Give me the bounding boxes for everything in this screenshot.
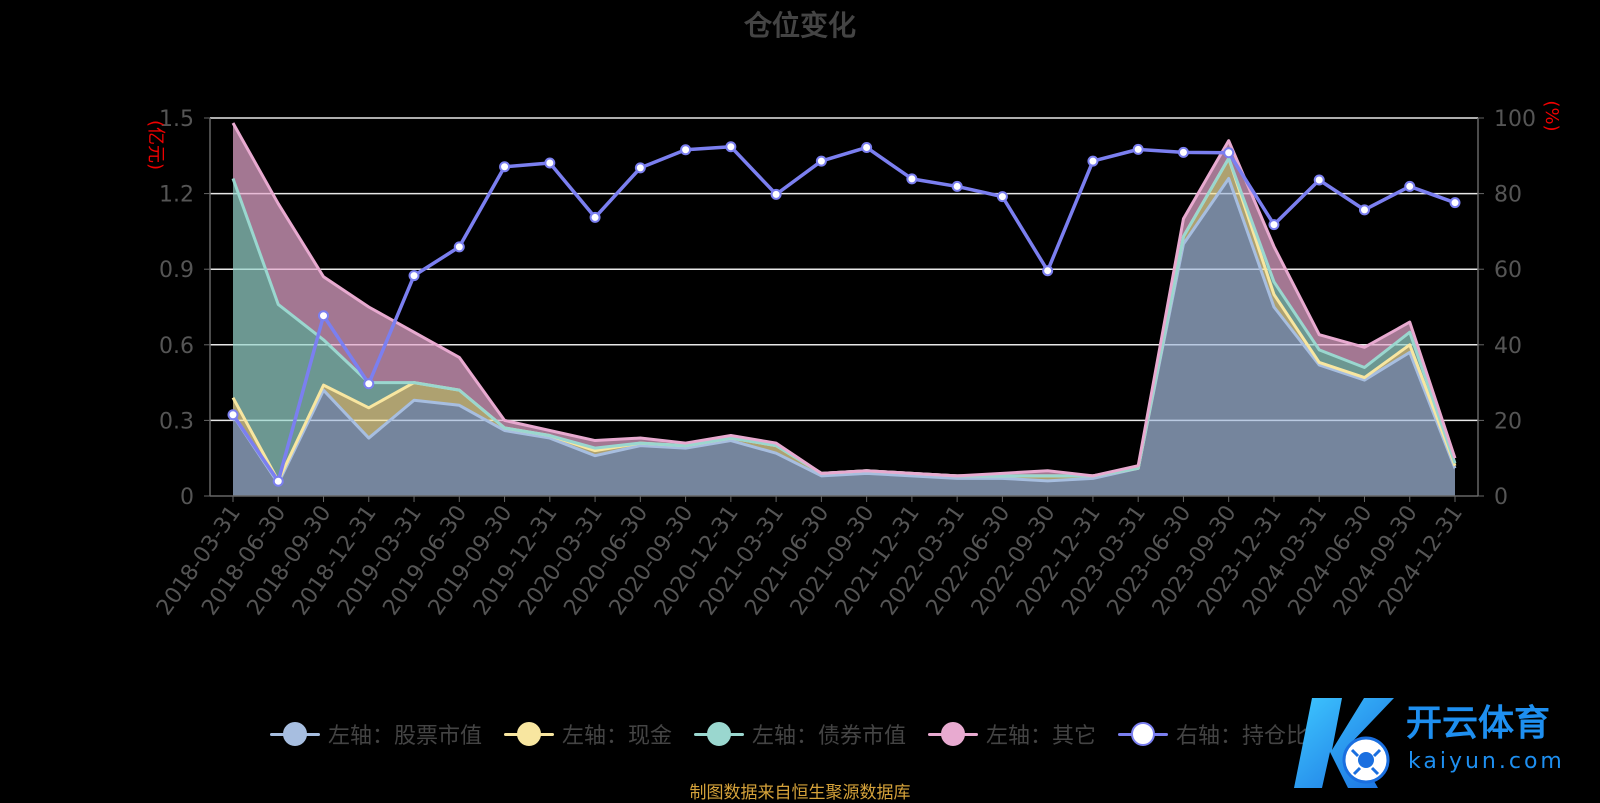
chart-title: 仓位变化 [743, 9, 856, 42]
position-ratio-point [499, 161, 511, 173]
position-ratio-point [544, 157, 556, 169]
legend-swatch-icon [503, 722, 554, 746]
position-ratio-point [318, 310, 330, 322]
legend-label: 左轴：现金 [561, 724, 672, 749]
position-ratio-point [1042, 265, 1054, 277]
y-tick-left: 0 [180, 485, 194, 510]
position-ratio-point [680, 144, 692, 156]
legend-item[interactable]: 左轴：现金 [503, 718, 672, 750]
k-logo-icon [1294, 698, 1394, 788]
y-tick-left: 0.6 [159, 334, 194, 359]
position-ratio-point [634, 162, 646, 174]
y-axis-left-label: (亿元) [145, 120, 166, 170]
legend-label: 左轴：股票市值 [327, 724, 482, 749]
watermark-domain-text: kaiyun.com [1408, 749, 1565, 774]
position-ratio-point [272, 475, 284, 487]
position-ratio-point [1358, 204, 1370, 216]
series-line-0 [231, 176, 1457, 485]
y-tick-right: 80 [1494, 183, 1522, 208]
y-tick-left: 1.2 [159, 183, 194, 208]
y-tick-right: 40 [1494, 334, 1522, 359]
position-ratio-point [996, 191, 1008, 203]
y-axis-right-label: (%) [1541, 100, 1562, 131]
y-tick-left: 1.5 [159, 107, 194, 132]
legend-item[interactable]: 左轴：股票市值 [269, 718, 482, 750]
y-tick-right: 60 [1494, 258, 1522, 283]
position-ratio-point [725, 141, 737, 153]
position-ratio-line [231, 144, 1456, 484]
area-layer [233, 123, 1455, 497]
position-ratio-point [951, 180, 963, 192]
position-ratio-point [589, 211, 601, 223]
y-tick-left: 0.3 [159, 409, 194, 434]
position-ratio-point [1087, 155, 1099, 167]
watermark-brand-text: 开云体育 [1406, 703, 1550, 744]
legend-swatch-icon [269, 722, 320, 746]
position-ratio-point [408, 270, 420, 282]
position-ratio-point [1177, 146, 1189, 158]
position-ratio-point [1449, 197, 1461, 209]
position-ratio-point [1132, 143, 1144, 155]
legend-item[interactable]: 左轴：债券市值 [693, 718, 906, 750]
position-ratio-point [1313, 174, 1325, 186]
position-ratio-point [861, 141, 873, 153]
position-ratio-point [1268, 219, 1280, 231]
position-ratio-point [906, 173, 918, 185]
position-ratio-point [363, 378, 375, 390]
legend-label: 左轴：其它 [986, 724, 1097, 749]
y-tick-right: 0 [1494, 485, 1508, 510]
series-line-3 [231, 122, 1457, 478]
position-ratio-point [453, 241, 465, 253]
y-tick-right: 20 [1494, 409, 1522, 434]
position-ratio-point [815, 155, 827, 167]
watermark-logo: 开云体育 kaiyun.com [1294, 698, 1565, 788]
legend-label: 左轴：债券市值 [751, 724, 906, 749]
source-note: 制图数据来自恒生聚源数据库 [689, 783, 911, 803]
legend-item[interactable]: 左轴：其它 [928, 718, 1096, 750]
y-tick-right: 100 [1494, 107, 1536, 132]
position-ratio-point [1223, 147, 1235, 159]
legend-swatch-icon [1118, 722, 1169, 746]
line-layer [227, 122, 1461, 487]
position-ratio-point [227, 409, 239, 421]
position-ratio-point [770, 188, 782, 200]
y-tick-left: 0.9 [159, 258, 194, 283]
position-ratio-point [1404, 180, 1416, 192]
legend-swatch-icon [693, 722, 744, 746]
legend-swatch-icon [928, 722, 978, 746]
